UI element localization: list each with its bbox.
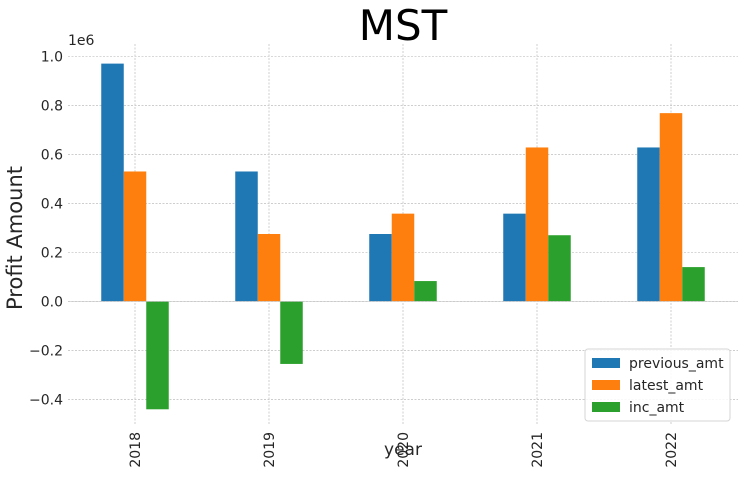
legend-swatch-previous_amt xyxy=(592,358,620,368)
bar-inc_amt-2018 xyxy=(146,301,169,410)
y-tick-label: 0.8 xyxy=(41,98,63,114)
bar-latest_amt-2020 xyxy=(391,213,415,302)
legend-swatch-latest_amt xyxy=(592,380,620,390)
bar-latest_amt-2021 xyxy=(525,147,549,302)
x-tick-label: 2019 xyxy=(262,432,278,468)
bar-inc_amt-2022 xyxy=(682,267,705,302)
legend-frame xyxy=(584,348,731,422)
chart-title: MST xyxy=(359,1,448,50)
bar-latest_amt-2022 xyxy=(659,113,683,302)
legend-swatch-inc_amt xyxy=(592,402,620,412)
x-ticks: 2018 2019 2020 2021 2022 xyxy=(128,432,680,468)
legend-label-inc_amt: inc_amt xyxy=(629,400,685,416)
y-axis-label: Profit Amount xyxy=(3,166,27,310)
x-tick-label: 2022 xyxy=(664,432,680,468)
legend-label-previous_amt: previous_amt xyxy=(629,356,724,372)
bar-previous_amt-2018 xyxy=(101,63,124,302)
legend-label-latest_amt: latest_amt xyxy=(629,378,704,394)
y-ticks: −0.4 −0.2 0.0 0.2 0.4 0.6 0.8 1.0 xyxy=(29,49,63,408)
y-tick-label: −0.2 xyxy=(29,343,63,359)
y-tick-label: −0.4 xyxy=(29,392,63,408)
bar-inc_amt-2019 xyxy=(280,301,303,364)
x-tick-label: 2018 xyxy=(128,432,144,468)
bar-previous_amt-2021 xyxy=(503,213,526,302)
bar-previous_amt-2022 xyxy=(637,147,660,302)
x-axis-label: year xyxy=(384,440,422,460)
x-tick-label: 2020 xyxy=(396,432,412,468)
x-tick-label: 2021 xyxy=(530,432,546,468)
bar-inc_amt-2020 xyxy=(414,281,437,302)
bar-latest_amt-2018 xyxy=(123,171,147,302)
y-tick-label: 1.0 xyxy=(41,49,63,65)
y-tick-label: 0.2 xyxy=(41,245,63,261)
y-offset-label: 1e6 xyxy=(68,33,95,49)
bar-latest_amt-2019 xyxy=(257,234,281,302)
bars xyxy=(101,63,705,410)
legend: previous_amt latest_amt inc_amt xyxy=(584,348,731,422)
bar-inc_amt-2021 xyxy=(548,235,571,302)
bar-previous_amt-2019 xyxy=(235,171,258,302)
y-tick-label: 0.0 xyxy=(41,294,63,310)
bar-previous_amt-2020 xyxy=(369,234,392,302)
y-tick-label: 0.6 xyxy=(41,147,63,163)
y-tick-label: 0.4 xyxy=(41,196,63,212)
